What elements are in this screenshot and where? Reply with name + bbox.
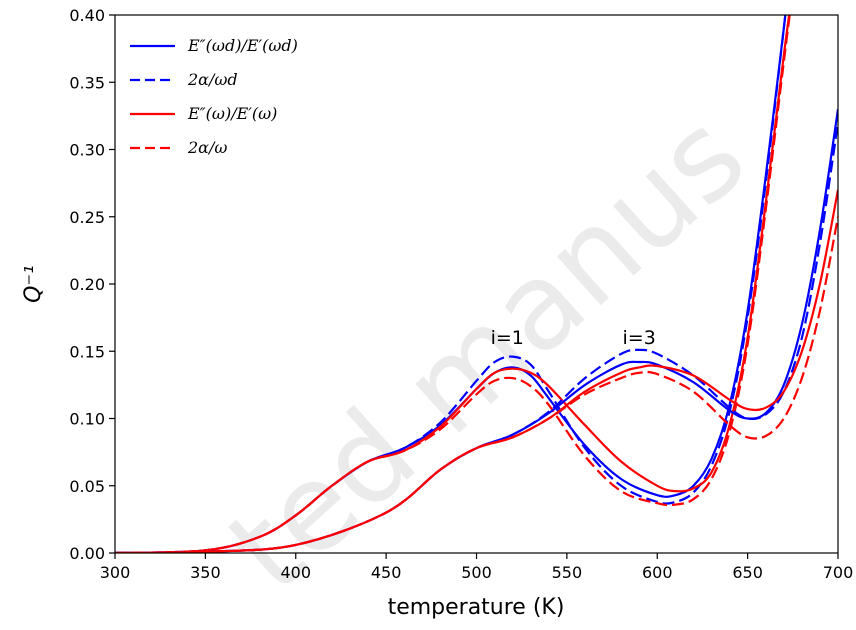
- y-tick-label: 0.05: [69, 477, 105, 496]
- y-tick-label: 0.00: [69, 544, 105, 563]
- y-axis-label: Q⁻¹: [21, 265, 46, 303]
- x-axis-label: temperature (K): [388, 595, 565, 620]
- y-tick-label: 0.30: [69, 141, 105, 160]
- series-line-2: [115, 15, 787, 553]
- watermark: ted manus: [203, 87, 772, 619]
- legend-label: 2α/ω: [187, 138, 227, 157]
- legend-label: E″(ωd)/E′(ωd): [187, 36, 298, 55]
- x-tick-label: 450: [371, 563, 402, 582]
- x-tick-label: 550: [552, 563, 583, 582]
- y-tick-label: 0.20: [69, 275, 105, 294]
- y-tick-label: 0.15: [69, 342, 105, 361]
- x-tick-label: 650: [732, 563, 763, 582]
- series-line-8: [115, 216, 838, 553]
- annotation-label: i=1: [491, 327, 524, 349]
- svg-text:ted manus: ted manus: [203, 87, 772, 619]
- x-tick-label: 700: [823, 563, 854, 582]
- x-tick-label: 500: [461, 563, 492, 582]
- x-tick-label: 600: [642, 563, 673, 582]
- legend-label: E″(ω)/E′(ω): [187, 104, 277, 123]
- series-line-4: [115, 15, 791, 553]
- y-tick-label: 0.10: [69, 410, 105, 429]
- annotation-label: i=3: [623, 327, 656, 349]
- y-tick-label: 0.35: [69, 73, 105, 92]
- legend-label: 2α/ωd: [187, 70, 238, 89]
- x-tick-label: 400: [280, 563, 311, 582]
- x-tick-label: 350: [190, 563, 221, 582]
- x-tick-label: 300: [100, 563, 131, 582]
- y-tick-label: 0.25: [69, 208, 105, 227]
- y-tick-label: 0.40: [69, 6, 105, 25]
